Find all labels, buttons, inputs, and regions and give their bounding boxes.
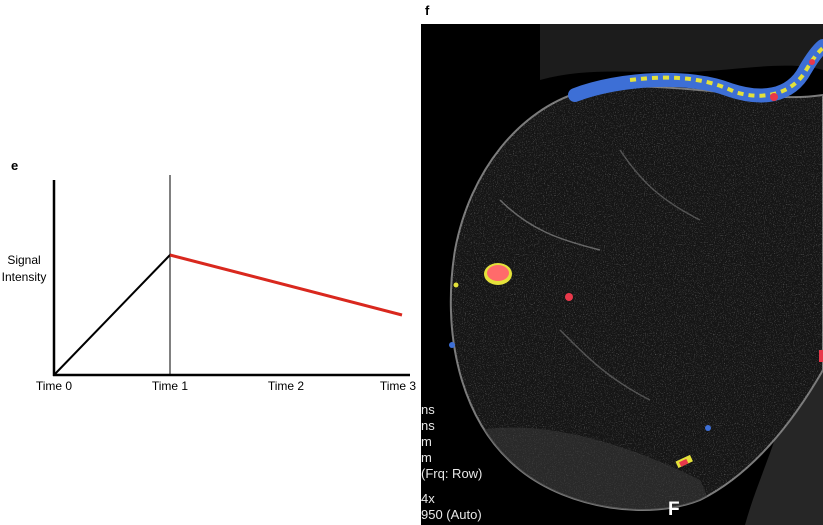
panel-f-label: f	[425, 3, 430, 18]
y-axis-label-line-1: Signal	[7, 253, 40, 267]
x-tick-label-time-3: Time 3	[380, 379, 417, 393]
overlay-red-spot	[770, 93, 778, 101]
mri-info-overlay: ns ns m m (Frq: Row) 4x 950 (Auto)	[421, 402, 482, 522]
upper-tissue	[540, 24, 823, 80]
mri-image: ns ns m m (Frq: Row) 4x 950 (Auto) F	[421, 24, 823, 525]
overlay-line-5: (Frq: Row)	[421, 466, 482, 481]
x-tick-label-time-1: Time 1	[152, 379, 189, 393]
y-axis-label: Signal Intensity	[2, 253, 47, 284]
overlay-line-2: ns	[421, 418, 435, 433]
panel-e: e Signal Intensity Time 0 Time 1 Time 2 …	[2, 158, 417, 393]
main-structure-texture	[450, 86, 823, 510]
lesion-edge-red	[819, 350, 823, 362]
lesion-main	[484, 263, 512, 285]
lesion-lower	[675, 454, 693, 469]
x-tick-label-time-2: Time 2	[268, 379, 305, 393]
lesion-blue-lower	[705, 425, 711, 431]
series-decline-line	[169, 253, 403, 317]
series-rise-line	[53, 254, 171, 376]
panel-f: f	[421, 3, 823, 525]
panel-e-label: e	[11, 158, 18, 173]
overlay-line-8: 950 (Auto)	[421, 507, 482, 522]
lesion-edge-blue	[449, 342, 455, 348]
y-axis-label-line-2: Intensity	[2, 270, 47, 284]
overlay-line-4: m	[421, 450, 432, 465]
overlay-line-3: m	[421, 434, 432, 449]
lesion-small	[565, 293, 573, 301]
mri-corner-letter: F	[668, 499, 680, 520]
lesion-edge-yellow	[453, 282, 459, 288]
overlay-line-7: 4x	[421, 491, 435, 506]
x-tick-label-time-0: Time 0	[36, 379, 73, 393]
overlay-line-1: ns	[421, 402, 435, 417]
overlay-red-spot	[809, 59, 815, 65]
